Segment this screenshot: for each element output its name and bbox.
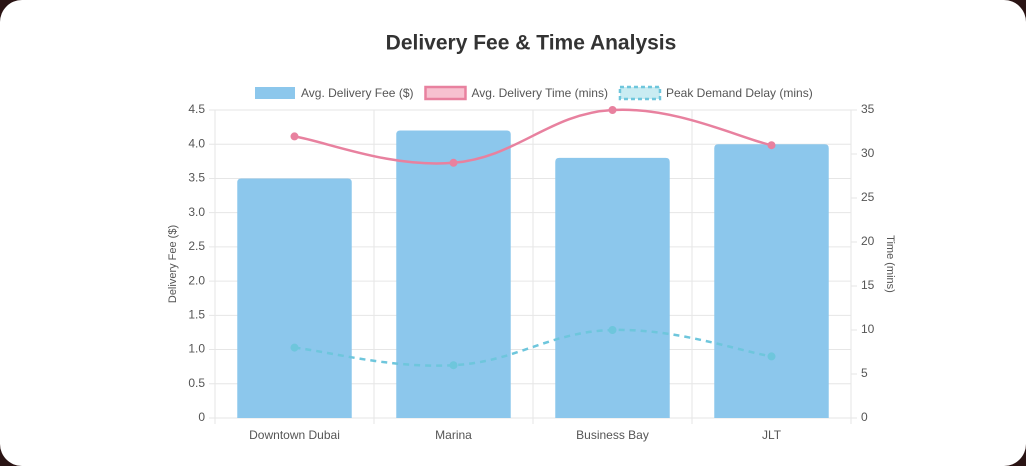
y-tick-label: 2.5 bbox=[188, 239, 205, 253]
y2-tick-label: 35 bbox=[861, 102, 875, 116]
point bbox=[290, 343, 299, 352]
y2-axis-title: Time (mins) bbox=[884, 235, 896, 293]
point bbox=[290, 132, 299, 141]
point bbox=[767, 141, 776, 150]
point bbox=[449, 361, 458, 370]
x-tick-label: Marina bbox=[435, 428, 472, 442]
y-tick-label: 1.0 bbox=[188, 342, 205, 356]
bar bbox=[714, 144, 829, 418]
y2-tick-label: 20 bbox=[861, 234, 875, 248]
y2-tick-label: 10 bbox=[861, 322, 875, 336]
legend-label: Peak Demand Delay (mins) bbox=[666, 86, 813, 100]
chart-title: Delivery Fee & Time Analysis bbox=[386, 32, 677, 55]
y-tick-label: 4.5 bbox=[188, 102, 205, 116]
y-tick-label: 2.0 bbox=[188, 273, 205, 287]
legend-swatch bbox=[618, 85, 662, 101]
line bbox=[294, 108, 772, 165]
bar bbox=[396, 130, 511, 419]
y-tick-label: 3.0 bbox=[188, 205, 205, 219]
y2-tick-label: 0 bbox=[861, 410, 868, 424]
y2-tick-label: 5 bbox=[861, 366, 868, 380]
bar bbox=[237, 178, 352, 418]
y2-tick-label: 15 bbox=[861, 278, 875, 292]
y2-tick-label: 30 bbox=[861, 146, 875, 160]
legend-swatch bbox=[255, 87, 295, 99]
y-axis-title: Delivery Fee ($) bbox=[167, 225, 179, 303]
x-tick-label: Downtown Dubai bbox=[249, 428, 340, 442]
y-tick-label: 1.5 bbox=[188, 308, 205, 322]
y-tick-label: 3.5 bbox=[188, 171, 205, 185]
legend-label: Avg. Delivery Fee ($) bbox=[301, 86, 413, 100]
y2-tick-label: 25 bbox=[861, 190, 875, 204]
y-tick-label: 4.0 bbox=[188, 136, 205, 150]
point bbox=[608, 106, 617, 114]
point bbox=[767, 352, 776, 361]
point bbox=[608, 326, 617, 334]
legend-label: Avg. Delivery Time (mins) bbox=[471, 86, 607, 100]
y-tick-label: 0.5 bbox=[188, 376, 205, 390]
line bbox=[294, 328, 772, 367]
x-tick-label: JLT bbox=[762, 428, 782, 442]
x-tick-label: Business Bay bbox=[576, 428, 649, 442]
y-tick-label: 0 bbox=[198, 410, 205, 424]
point bbox=[449, 158, 458, 167]
legend-swatch bbox=[424, 85, 467, 101]
bar bbox=[555, 157, 670, 418]
